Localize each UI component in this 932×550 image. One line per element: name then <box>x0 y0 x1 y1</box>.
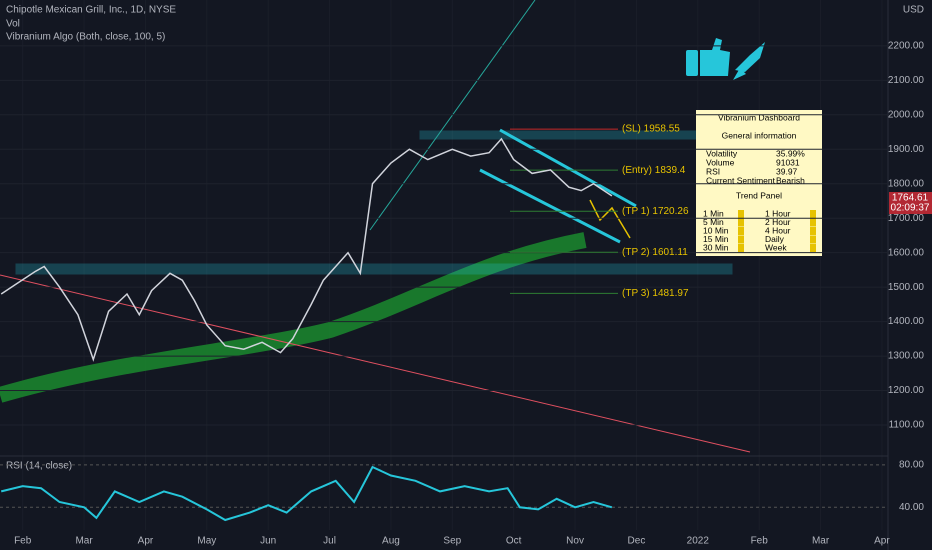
trend-frame: 10 Min <box>703 225 729 235</box>
y-tick-label: 80.00 <box>899 460 924 471</box>
dash-value: 39.97 <box>776 166 798 176</box>
level-label: (TP 1) 1720.26 <box>622 206 689 217</box>
x-tick-label: 2022 <box>687 536 710 547</box>
dash-value: 91031 <box>776 157 800 167</box>
y-tick-label: 1400.00 <box>888 316 925 327</box>
y-tick-label: 1200.00 <box>888 385 925 396</box>
x-tick-label: Oct <box>506 536 522 547</box>
trend-cell <box>810 210 816 218</box>
trend-frame: Daily <box>765 234 785 244</box>
x-tick-label: Jul <box>323 536 336 547</box>
dashboard-title: Vibranium Dashboard <box>718 112 800 122</box>
countdown: 02:09:37 <box>891 203 930 214</box>
x-tick-label: Dec <box>628 536 646 547</box>
level-label: (TP 3) 1481.97 <box>622 288 689 299</box>
zone <box>15 263 733 275</box>
y-tick-label: 1600.00 <box>888 247 925 258</box>
dash-key: Volume <box>706 157 735 167</box>
y-tick-label: 1700.00 <box>888 213 925 224</box>
y-tick-label: 2200.00 <box>888 40 925 51</box>
dashboard-bg <box>696 110 822 256</box>
trend-cell <box>738 244 744 252</box>
trend-frame: 30 Min <box>703 242 729 252</box>
trend-cell <box>738 210 744 218</box>
dash-key: Current Sentiment <box>706 175 776 185</box>
trend-cell <box>738 235 744 244</box>
rsi-title: RSI (14, close) <box>6 461 72 472</box>
trend-frame: 15 Min <box>703 234 729 244</box>
dash-value: Bearish <box>776 175 805 185</box>
projection-arrow <box>589 199 631 239</box>
x-tick-label: Aug <box>382 536 400 547</box>
currency: USD <box>903 5 924 16</box>
channel-line <box>499 128 637 208</box>
trend-line <box>0 274 751 453</box>
price-tag <box>889 192 932 214</box>
x-tick-label: Sep <box>443 536 461 547</box>
trend-cell <box>810 235 816 244</box>
trend-cell <box>810 218 816 227</box>
chart-title: Chipotle Mexican Grill, Inc., 1D, NYSE <box>6 5 176 16</box>
level-label: (TP 2) 1601.11 <box>622 247 688 258</box>
trend-frame: 5 Min <box>703 217 724 227</box>
x-tick-label: Feb <box>751 536 769 547</box>
trend-cell <box>738 218 744 227</box>
y-tick-label: 1300.00 <box>888 351 925 362</box>
x-tick-label: May <box>197 536 216 547</box>
x-tick-label: Mar <box>75 536 93 547</box>
channel-line <box>479 168 621 244</box>
y-tick-label: 1500.00 <box>888 282 925 293</box>
dash-key: RSI <box>706 166 720 176</box>
dashboard-section: General information <box>722 130 797 140</box>
x-tick-label: Feb <box>14 536 32 547</box>
y-tick-label: 40.00 <box>899 502 924 513</box>
y-tick-label: 1100.00 <box>889 420 925 431</box>
x-tick-label: Apr <box>874 536 890 547</box>
x-tick-label: Apr <box>138 536 154 547</box>
y-tick-label: 2100.00 <box>888 75 925 86</box>
trend-frame: 2 Hour <box>765 217 791 227</box>
trend-cell <box>738 227 744 235</box>
trend-cell <box>810 244 816 252</box>
trend-cell <box>810 227 816 235</box>
volume-label: Vol <box>6 19 20 30</box>
y-tick-label: 1800.00 <box>888 178 925 189</box>
icons <box>686 38 765 80</box>
price-line <box>0 137 613 362</box>
dash-key: Volatility <box>706 148 738 158</box>
y-tick-label: 2000.00 <box>888 109 925 120</box>
y-tick-label: 1900.00 <box>888 144 925 155</box>
x-tick-label: Mar <box>812 536 830 547</box>
level-label: (SL) 1958.55 <box>622 124 680 135</box>
level-label: (Entry) 1839.4 <box>622 165 686 176</box>
dashboard-section: Trend Panel <box>736 190 782 200</box>
dashboard: Vibranium Dashboard General information … <box>696 110 822 256</box>
price-line <box>0 465 613 522</box>
ma-band <box>0 232 587 403</box>
trend-frame: 4 Hour <box>765 225 791 235</box>
trend-frame: Week <box>765 242 787 252</box>
trend-frame: 1 Min <box>703 208 724 218</box>
x-tick-label: Nov <box>566 536 584 547</box>
dash-value: 35.99% <box>776 148 805 158</box>
trend-frame: 1 Hour <box>765 208 791 218</box>
last-price: 1764.61 <box>892 193 929 204</box>
x-tick-label: Jun <box>260 536 276 547</box>
indicator-label: Vibranium Algo (Both, close, 100, 5) <box>6 32 165 43</box>
